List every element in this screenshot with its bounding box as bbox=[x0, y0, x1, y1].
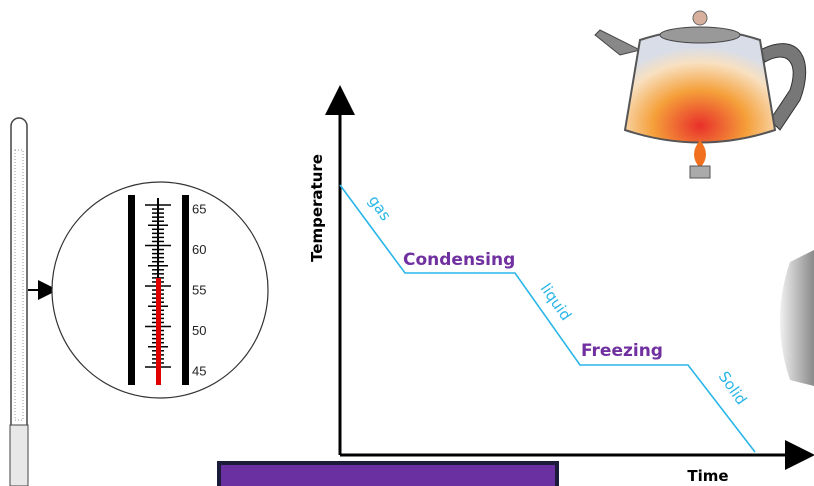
scale-label: 55 bbox=[192, 282, 206, 297]
x-axis-label: Time bbox=[687, 467, 728, 485]
scale-label: 50 bbox=[192, 323, 206, 338]
thermometer bbox=[9, 117, 58, 486]
scale-label: 45 bbox=[192, 363, 206, 378]
freezing-label: Freezing bbox=[581, 341, 663, 361]
y-axis-label: Temperature bbox=[308, 154, 326, 262]
condensing-label: Condensing bbox=[403, 250, 515, 270]
gas-label: gas bbox=[365, 192, 395, 224]
cooling-curve bbox=[339, 184, 756, 453]
solid-label: Solid bbox=[715, 368, 751, 408]
scale-label: 65 bbox=[192, 201, 206, 216]
object bbox=[780, 250, 814, 386]
scale-label: 60 bbox=[192, 242, 206, 257]
liquid-label: liquid bbox=[537, 280, 575, 324]
magnifier: 65 60 55 50 45 bbox=[51, 181, 269, 399]
kettle bbox=[594, 10, 807, 179]
banner bbox=[217, 461, 559, 486]
